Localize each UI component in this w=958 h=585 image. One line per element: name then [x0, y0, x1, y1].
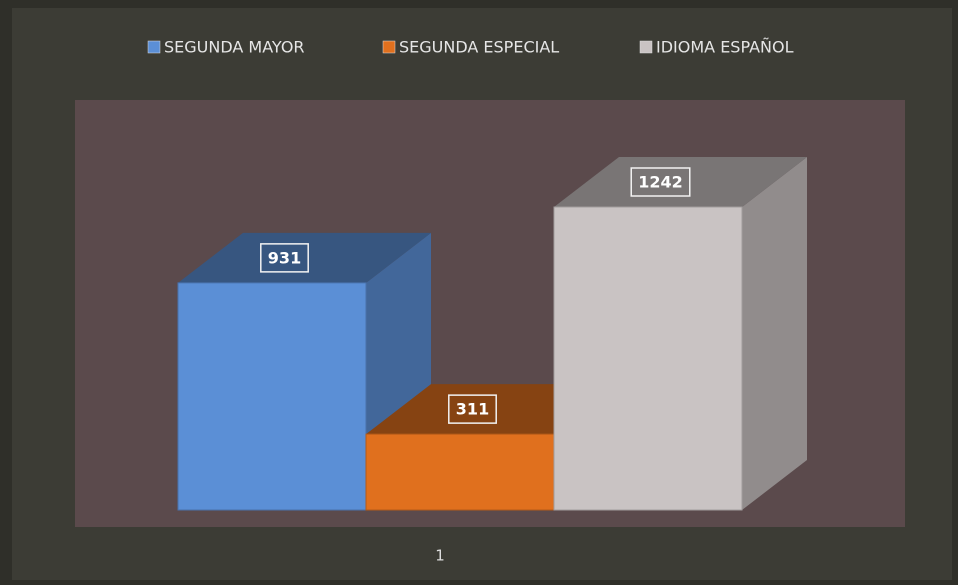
- value-label-box: [260, 243, 309, 273]
- x-tick-label: 1: [435, 547, 445, 565]
- legend-label: SEGUNDA MAYOR: [164, 38, 305, 57]
- value-label-box: [630, 167, 691, 197]
- bar: [553, 206, 743, 511]
- value-label-box: [448, 394, 497, 424]
- value-label: 1242: [638, 173, 683, 192]
- legend-swatch: [639, 40, 653, 54]
- value-label: 311: [456, 400, 489, 419]
- bar-side: [742, 157, 807, 510]
- bars: 931 311 1242 1: [177, 157, 807, 565]
- value-label: 931: [268, 248, 301, 267]
- legend: SEGUNDA MAYOR SEGUNDA ESPECIAL IDIOMA ESPA…: [147, 38, 794, 57]
- bar: [365, 433, 555, 511]
- legend-label: SEGUNDA ESPECIAL: [399, 38, 559, 57]
- legend-swatch: [382, 40, 396, 54]
- legend-label: IDIOMA ESPAÑOL: [656, 38, 794, 57]
- bar: [177, 282, 367, 511]
- legend-swatch: [147, 40, 161, 54]
